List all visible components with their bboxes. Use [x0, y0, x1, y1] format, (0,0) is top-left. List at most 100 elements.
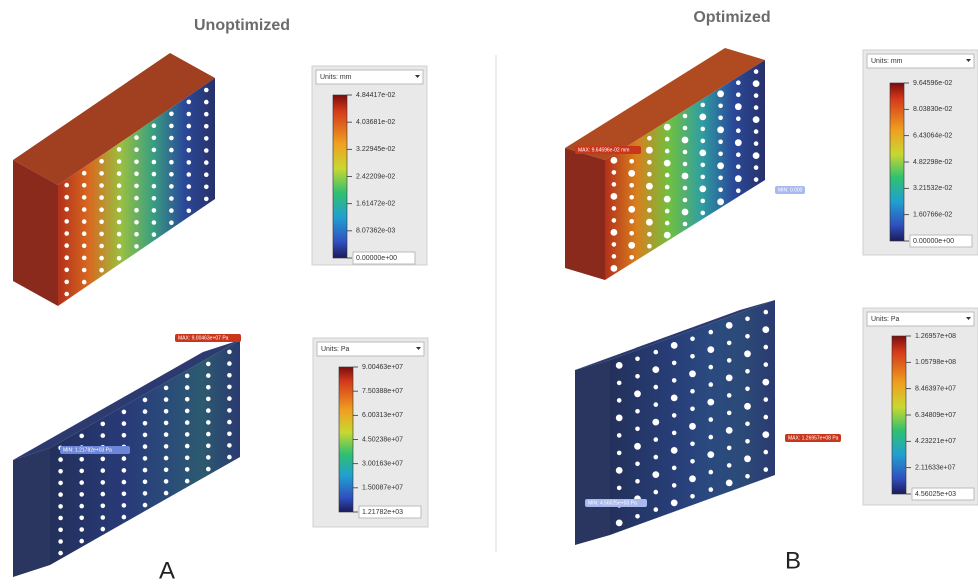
hole — [169, 112, 174, 117]
hole — [164, 444, 169, 449]
hole — [709, 487, 714, 492]
hole — [635, 427, 640, 432]
hole — [699, 150, 706, 157]
hole — [745, 369, 750, 374]
hole — [64, 255, 69, 260]
hole — [122, 410, 127, 415]
hole — [122, 503, 127, 508]
hole — [134, 147, 139, 152]
hole — [635, 514, 640, 519]
hole — [204, 148, 209, 153]
hole — [617, 451, 622, 456]
hole — [206, 408, 211, 413]
hole — [185, 420, 190, 425]
units-label: Units: mm — [320, 74, 352, 81]
hole — [64, 207, 69, 212]
result-tag-text: MIN: 4.56025e+03 Pa — [588, 501, 637, 507]
hole — [709, 417, 714, 422]
hole — [187, 136, 192, 141]
hole — [664, 232, 671, 239]
hole — [672, 466, 677, 471]
hole — [647, 196, 652, 201]
hole — [672, 361, 677, 366]
hole — [187, 184, 192, 189]
hole — [709, 435, 714, 440]
hole — [99, 244, 104, 249]
hole — [169, 148, 174, 153]
hole — [690, 337, 695, 342]
hole — [143, 468, 148, 473]
hole — [99, 183, 104, 188]
hole — [764, 415, 769, 420]
hole — [628, 206, 635, 213]
scale-label: 6.43064e-02 — [913, 133, 952, 140]
hole — [736, 128, 741, 133]
hole — [754, 105, 759, 110]
scale-label: 4.03681e-02 — [356, 119, 395, 126]
hole — [616, 467, 623, 474]
hole — [617, 486, 622, 491]
hole — [117, 256, 122, 261]
hole — [629, 195, 634, 200]
result-tag-text: MAX: 9.00463e+07 Pa — [178, 336, 229, 342]
hole — [152, 136, 157, 141]
hole — [206, 420, 211, 425]
hole — [754, 165, 759, 170]
hole — [628, 170, 635, 177]
hole — [754, 141, 759, 146]
hole — [612, 182, 617, 187]
hole — [682, 173, 689, 180]
hole — [718, 116, 723, 121]
hole — [652, 471, 659, 478]
hole — [101, 422, 106, 427]
hole — [134, 160, 139, 165]
hole — [654, 437, 659, 442]
hole — [611, 157, 618, 164]
panel-title: Optimized — [693, 9, 770, 26]
hole — [646, 219, 653, 226]
hole — [736, 152, 741, 157]
hole — [99, 256, 104, 261]
hole — [611, 265, 618, 272]
hole — [635, 374, 640, 379]
hole — [82, 171, 87, 176]
hole — [701, 211, 706, 216]
hole — [762, 431, 769, 438]
hole — [683, 222, 688, 227]
hole — [122, 480, 127, 485]
hole — [206, 467, 211, 472]
hole — [58, 516, 63, 521]
scale-label: 7.50388e+07 — [362, 388, 403, 395]
scale-label: 4.23221e+07 — [915, 438, 956, 445]
scale-label: 0.00000e+00 — [913, 238, 954, 245]
hole — [664, 196, 671, 203]
hole — [736, 116, 741, 121]
hole — [628, 242, 635, 249]
hole — [717, 198, 724, 205]
hole — [185, 456, 190, 461]
hole — [152, 196, 157, 201]
hole — [122, 468, 127, 473]
hole — [671, 500, 678, 507]
hole — [79, 492, 84, 497]
hole — [690, 354, 695, 359]
hole — [164, 432, 169, 437]
hole — [647, 136, 652, 141]
hole — [672, 431, 677, 436]
hole — [99, 195, 104, 200]
scale-label: 4.56025e+03 — [915, 491, 956, 498]
hole — [117, 196, 122, 201]
hole — [616, 415, 623, 422]
colorbar — [333, 95, 347, 258]
hole — [117, 244, 122, 249]
hole — [187, 196, 192, 201]
hole — [134, 208, 139, 213]
hole — [672, 378, 677, 383]
colorbar — [890, 83, 904, 241]
hole — [745, 334, 750, 339]
scale-label: 1.21782e+03 — [362, 509, 403, 516]
hole — [764, 345, 769, 350]
hole — [134, 196, 139, 201]
hole — [64, 195, 69, 200]
hole — [735, 139, 742, 146]
